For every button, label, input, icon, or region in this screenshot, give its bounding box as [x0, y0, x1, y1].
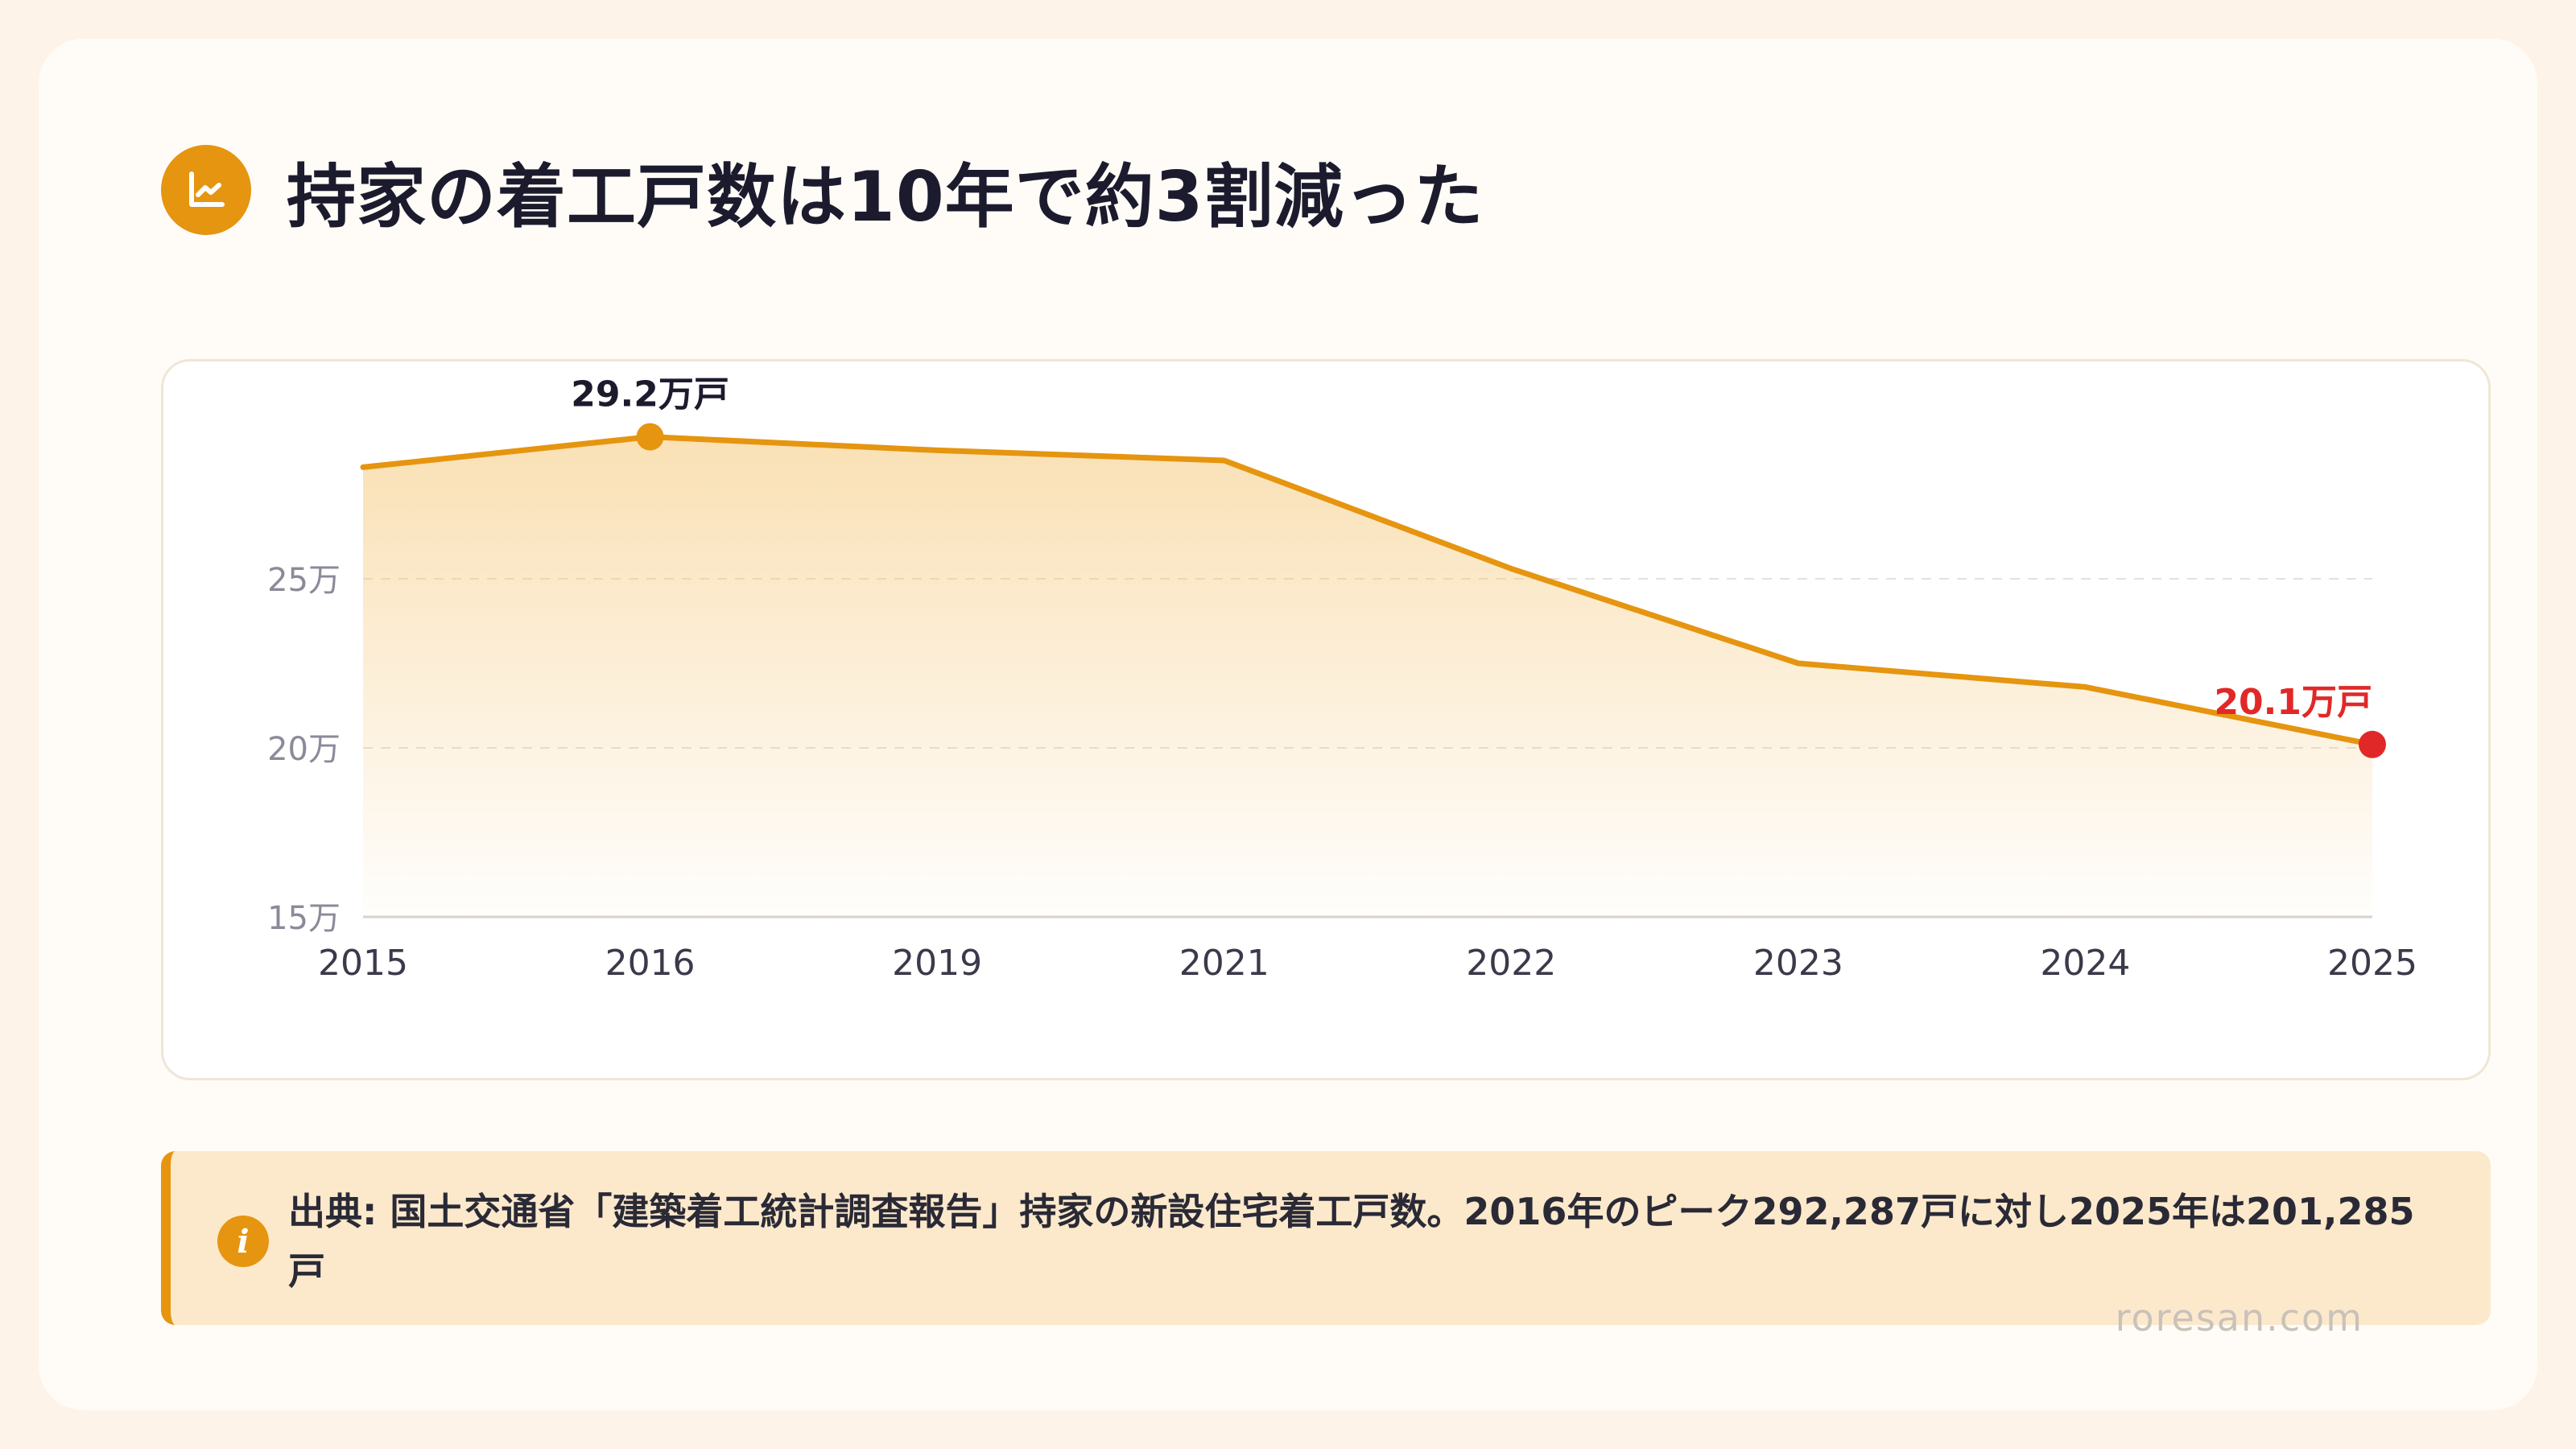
data-label: 20.1万戸 [2214, 682, 2372, 723]
x-tick-label: 2015 [318, 943, 408, 984]
y-tick-label: 15万 [267, 900, 341, 937]
content-card: 持家の着工戸数は10年で約3割減った 15万 20万 25万 2015 2016 2019… [39, 39, 2537, 1410]
info-icon: i [217, 1216, 269, 1267]
x-tick-label: 2019 [892, 943, 982, 984]
x-tick-label: 2024 [2040, 943, 2130, 984]
data-label: 29.2万戸 [571, 374, 729, 415]
y-tick-label: 25万 [267, 562, 341, 599]
watermark: roresan.com [2115, 1296, 2363, 1340]
source-note: i 出典: 国土交通省「建築着工統計調査報告」持家の新設住宅着工戸数。2016年… [161, 1151, 2491, 1325]
x-tick-label: 2021 [1179, 943, 1269, 984]
area-chart: 15万 20万 25万 2015 2016 2019 2021 2022 2023 2024 202… [267, 374, 2417, 984]
source-note-text: 出典: 国土交通省「建築着工統計調査報告」持家の新設住宅着工戸数。2016年のピ… [288, 1190, 2415, 1293]
series-line [360, 434, 2376, 748]
page-title: 持家の着工戸数は10年で約3割減った [287, 156, 1484, 237]
chart-panel: 15万 20万 25万 2015 2016 2019 2021 2022 2023 2024 202… [161, 359, 2491, 1080]
x-tick-label: 2022 [1466, 943, 1556, 984]
x-tick-label: 2023 [1753, 943, 1843, 984]
x-tick-label: 2025 [2327, 943, 2417, 984]
header: 持家の着工戸数は10年で約3割減った [161, 145, 1484, 237]
series-area [363, 436, 2372, 917]
x-tick-label: 2016 [605, 943, 696, 984]
line-chart-icon [161, 145, 251, 235]
highlight-point [2359, 730, 2386, 758]
y-tick-label: 20万 [267, 731, 341, 768]
highlight-point [636, 423, 664, 451]
